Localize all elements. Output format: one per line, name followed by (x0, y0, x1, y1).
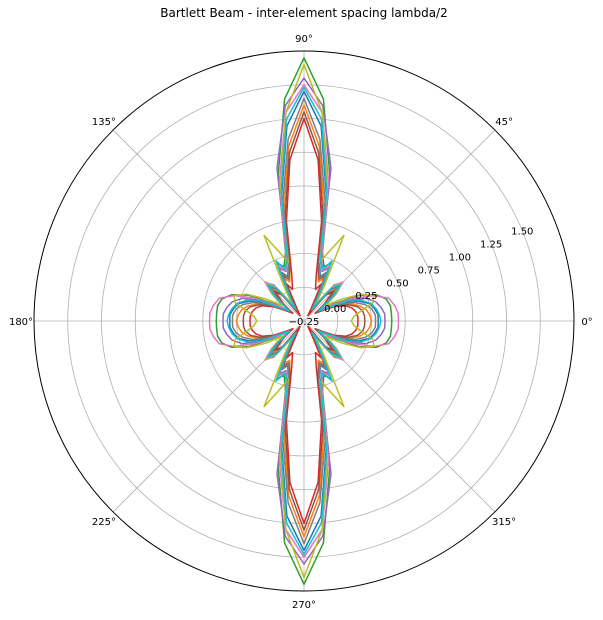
polar-frame (33, 50, 575, 592)
angle-tick-label: 315° (492, 517, 516, 528)
radial-tick-label: 1.25 (480, 240, 502, 251)
series-line-8 (233, 63, 375, 579)
series-line-3 (249, 117, 359, 525)
angle-tick-label: 135° (92, 117, 116, 128)
radial-tick-label: −0.25 (289, 317, 320, 328)
series-line-9 (226, 86, 382, 556)
series-lines (208, 57, 400, 586)
chart-title: Bartlett Beam - inter-element spacing la… (160, 6, 447, 20)
angle-tick-label: 0° (581, 317, 592, 328)
radial-tick-label: 0.00 (324, 304, 346, 315)
radial-tick-label: 1.00 (449, 252, 471, 263)
radial-tick-label: 0.50 (386, 278, 408, 289)
angle-tick-label: 180° (9, 317, 33, 328)
angle-tick-label: 225° (92, 517, 116, 528)
angle-tick-label: 90° (295, 34, 313, 45)
radial-tick-label: 0.25 (355, 291, 377, 302)
angle-tick-label: 270° (292, 600, 316, 611)
radial-tick-label: 1.50 (511, 227, 533, 238)
angle-tick-label: 45° (495, 117, 513, 128)
tick-labels: 0° 45° 90° 135° 180° 225° 270° 315° −0.25 0.00 0.2… (9, 34, 593, 611)
radial-tick-label: 0.75 (418, 265, 440, 276)
